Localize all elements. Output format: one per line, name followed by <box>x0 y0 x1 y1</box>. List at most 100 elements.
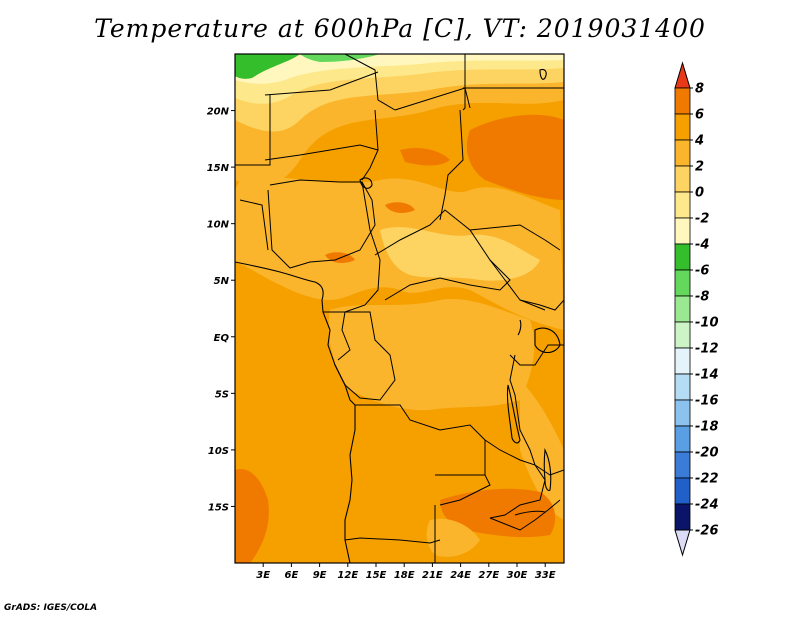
colorbar-segment <box>674 217 691 245</box>
red-sea-coast <box>539 68 547 80</box>
border-niger-chad <box>361 109 379 181</box>
border-ghana <box>239 199 269 251</box>
coastline-gulf-guinea <box>235 261 356 563</box>
border-algeria-mali <box>264 71 379 96</box>
lon-tick-label: 12E <box>337 570 358 581</box>
colorbar-bottom-arrow <box>674 529 691 557</box>
lat-tick-label: 15N <box>207 163 230 174</box>
lake-albert <box>517 319 522 336</box>
longitude-axis: 3E 6E 9E 12E 15E 18E 21E 24E 27E 30E 33E <box>256 563 556 581</box>
colorbar-label: 0 <box>695 186 704 201</box>
lake-tanganyika <box>506 384 521 444</box>
lat-tick-label: 5S <box>215 389 229 400</box>
border-nigeria <box>269 179 376 269</box>
colorbar-label: -10 <box>695 316 719 331</box>
lat-tick-label: EQ <box>214 333 230 344</box>
field-warm-south <box>440 488 556 538</box>
lon-tick-label: 15E <box>366 570 387 581</box>
colorbar-top-arrow <box>674 61 691 89</box>
colorbar-label: -6 <box>695 264 709 279</box>
colorbar-segment <box>674 347 691 375</box>
colorbar-label: 6 <box>695 108 704 123</box>
colorbar-label: -2 <box>695 212 709 227</box>
temperature-field <box>235 54 564 563</box>
lon-tick-label: 6E <box>285 570 299 581</box>
colorbar-label: -22 <box>695 472 719 487</box>
colorbar-label: -8 <box>695 290 709 305</box>
colorbar-segment <box>674 399 691 427</box>
lake-kariba <box>514 510 546 516</box>
colorbar: 8 6 4 2 0 -2 -4 -6 -8 -10 -12 -14 -16 -18 -20 -22 -24 -26 <box>674 61 719 557</box>
page-title: Temperature at 600hPa [C], VT: 201903140… <box>94 14 706 43</box>
field-warm-ne <box>466 114 564 200</box>
colorbar-label: -24 <box>695 498 719 513</box>
country-borders <box>235 54 564 563</box>
colorbar-label: 2 <box>695 160 704 175</box>
field-cool-central <box>380 227 540 281</box>
border-angola-zambia <box>435 474 491 506</box>
colorbar-label: -26 <box>695 524 719 539</box>
colorbar-label: -20 <box>695 446 719 461</box>
lon-tick-label: 24E <box>450 570 471 581</box>
border-angola-namibia <box>344 537 441 544</box>
lat-tick-label: 5N <box>214 276 230 287</box>
border-gabon <box>323 311 351 361</box>
colorbar-segment <box>674 87 691 115</box>
border-zimbabwe <box>489 499 561 531</box>
border-congo <box>334 311 396 401</box>
border-west-coast <box>235 95 271 166</box>
border-south-sudan <box>469 224 561 251</box>
map-frame <box>234 53 565 564</box>
field-mild-south <box>426 518 480 557</box>
border-rwanda-tanzania <box>509 344 564 366</box>
lat-tick-label: 10N <box>207 220 230 231</box>
field-green-2 <box>300 54 380 62</box>
lon-tick-label: 9E <box>313 570 327 581</box>
grads-credit: GrADS: IGES/COLA <box>4 603 98 613</box>
lake-victoria <box>534 327 561 354</box>
lon-tick-label: 3E <box>256 570 270 581</box>
colorbar-segment <box>674 139 691 167</box>
field-green-1 <box>235 54 300 79</box>
border-drc-east <box>509 354 536 466</box>
colorbar-label: 8 <box>695 82 704 97</box>
colorbar-segment <box>674 477 691 505</box>
colorbar-label: -4 <box>695 238 709 253</box>
field-mild-congo <box>328 299 535 411</box>
lat-tick-label: 15S <box>208 502 229 513</box>
lon-tick-label: 21E <box>422 570 443 581</box>
colorbar-segment <box>674 451 691 479</box>
colorbar-segment <box>674 321 691 349</box>
colorbar-segment <box>674 165 691 193</box>
border-mozambique <box>534 464 564 476</box>
lon-tick-label: 18E <box>394 570 415 581</box>
lake-chad <box>359 177 373 189</box>
border-libya-egypt <box>462 54 466 111</box>
field-warm-sw <box>235 469 269 563</box>
border-algeria-libya <box>344 54 396 111</box>
lake-malawi <box>543 448 552 492</box>
coastlines <box>235 68 561 563</box>
field-mild-east <box>520 380 564 520</box>
border-car <box>374 209 511 301</box>
colorbar-segment <box>674 243 691 271</box>
border-cameroon <box>344 181 381 313</box>
colorbar-label: 4 <box>694 134 704 149</box>
colorbar-segment <box>674 373 691 401</box>
lon-tick-label: 33E <box>535 570 556 581</box>
border-uganda-kenya <box>519 299 564 311</box>
colorbar-label: -18 <box>695 420 719 435</box>
colorbar-segment <box>674 269 691 297</box>
latitude-axis: 20N 15N 10N 5N EQ 5S 10S 15S <box>207 107 235 513</box>
border-benin <box>267 189 291 269</box>
colorbar-segment <box>674 113 691 141</box>
border-mali-niger <box>264 144 379 161</box>
colorbar-label: -14 <box>695 368 719 383</box>
lon-tick-label: 27E <box>478 570 499 581</box>
colorbar-label: -16 <box>695 394 719 409</box>
lat-tick-label: 10S <box>208 446 229 457</box>
colorbar-label: -12 <box>695 342 719 357</box>
colorbar-segment <box>674 503 691 531</box>
colorbar-segment <box>674 191 691 219</box>
